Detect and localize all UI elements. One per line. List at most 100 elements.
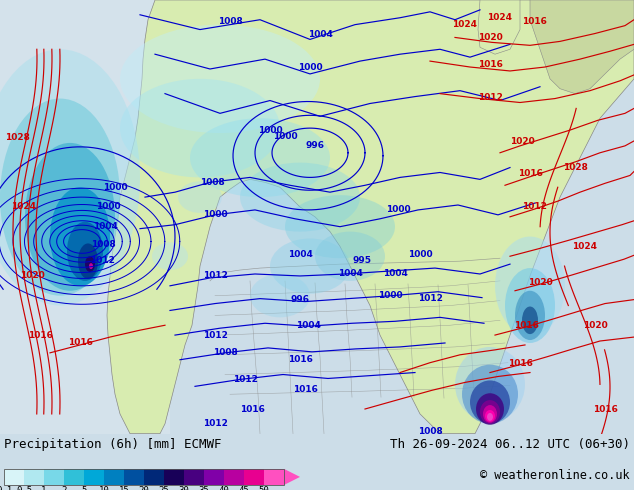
Text: 1004: 1004 [307,30,332,39]
Text: 1: 1 [41,486,47,490]
Ellipse shape [78,244,98,279]
Text: 15: 15 [119,486,129,490]
Text: 1012: 1012 [202,271,228,280]
Text: 1000: 1000 [103,183,127,192]
Text: 1000: 1000 [298,63,322,72]
Bar [224,469,244,485]
Text: 1008: 1008 [212,348,237,357]
Text: 1000: 1000 [96,202,120,212]
Ellipse shape [89,263,93,269]
Text: 1000: 1000 [203,210,228,220]
Text: 10: 10 [99,486,110,490]
Text: 996: 996 [306,141,325,150]
Text: 1000: 1000 [257,125,282,135]
Polygon shape [530,0,634,94]
Ellipse shape [485,410,495,422]
Bar [144,469,164,485]
Bar [24,469,44,485]
Text: 40: 40 [219,486,230,490]
Ellipse shape [515,291,545,340]
Text: 1024: 1024 [11,202,37,212]
Text: 1012: 1012 [202,419,228,428]
Ellipse shape [178,181,222,213]
Text: 1020: 1020 [510,137,534,147]
Text: 1000: 1000 [385,205,410,215]
Ellipse shape [285,195,395,258]
Text: © weatheronline.co.uk: © weatheronline.co.uk [481,469,630,482]
Polygon shape [478,0,520,54]
Text: 1004: 1004 [295,321,320,330]
Text: 1016: 1016 [508,359,533,368]
Text: 1000: 1000 [378,291,403,300]
Text: 30: 30 [179,486,190,490]
Text: 50: 50 [259,486,269,490]
Text: 1028: 1028 [562,163,588,172]
Text: 20: 20 [139,486,150,490]
Text: 1016: 1016 [593,405,618,414]
Text: 1016: 1016 [288,355,313,364]
Text: 5: 5 [81,486,87,490]
Text: 1008: 1008 [200,178,224,187]
Ellipse shape [120,24,320,133]
Text: 1024: 1024 [573,242,597,251]
Polygon shape [107,0,634,434]
Bar [124,469,144,485]
Ellipse shape [67,222,103,281]
Text: 1004: 1004 [337,269,363,277]
Bar [4,469,24,485]
Ellipse shape [522,307,538,334]
Text: 1020: 1020 [583,321,607,330]
Ellipse shape [315,232,385,281]
Ellipse shape [462,365,518,424]
Ellipse shape [455,347,525,422]
Text: 1008: 1008 [91,240,115,249]
Text: 0.5: 0.5 [16,486,32,490]
Ellipse shape [250,274,310,318]
Text: 1016: 1016 [240,406,264,415]
Bar [264,469,284,485]
Bar [204,469,224,485]
Polygon shape [284,469,300,485]
Ellipse shape [495,237,565,335]
Text: 0.1: 0.1 [0,486,12,490]
Bar [84,469,104,485]
Text: 25: 25 [158,486,169,490]
Ellipse shape [487,413,493,421]
Text: 1008: 1008 [217,17,242,26]
Text: 1020: 1020 [527,278,552,287]
Text: 1012: 1012 [418,294,443,303]
Ellipse shape [505,268,555,343]
Ellipse shape [85,256,95,272]
Bar [44,469,64,485]
Ellipse shape [50,187,110,286]
Bar [164,469,184,485]
Text: 1012: 1012 [233,375,257,384]
Text: 1016: 1016 [27,331,53,340]
Text: 1004: 1004 [382,270,408,278]
Text: 1016: 1016 [522,17,547,26]
Text: 1016: 1016 [517,169,543,178]
Text: 1024: 1024 [453,20,477,29]
Ellipse shape [25,143,115,291]
Ellipse shape [270,239,350,294]
Text: 1004: 1004 [288,250,313,259]
Text: 45: 45 [238,486,249,490]
Text: 1012: 1012 [477,93,502,102]
Text: 996: 996 [290,295,309,304]
Ellipse shape [190,118,330,197]
Text: 995: 995 [353,256,372,265]
Bar [4,469,284,485]
Text: 2: 2 [61,486,67,490]
Ellipse shape [0,49,140,306]
Text: 1004: 1004 [93,222,117,231]
Ellipse shape [0,98,120,295]
Ellipse shape [483,405,497,423]
Bar [184,469,204,485]
Bar [244,469,264,485]
Text: 1008: 1008 [418,427,443,436]
Text: 35: 35 [198,486,209,490]
Ellipse shape [120,79,280,177]
Text: 1016: 1016 [514,321,538,330]
Text: 1024: 1024 [488,13,512,22]
Text: 1000: 1000 [408,250,432,259]
